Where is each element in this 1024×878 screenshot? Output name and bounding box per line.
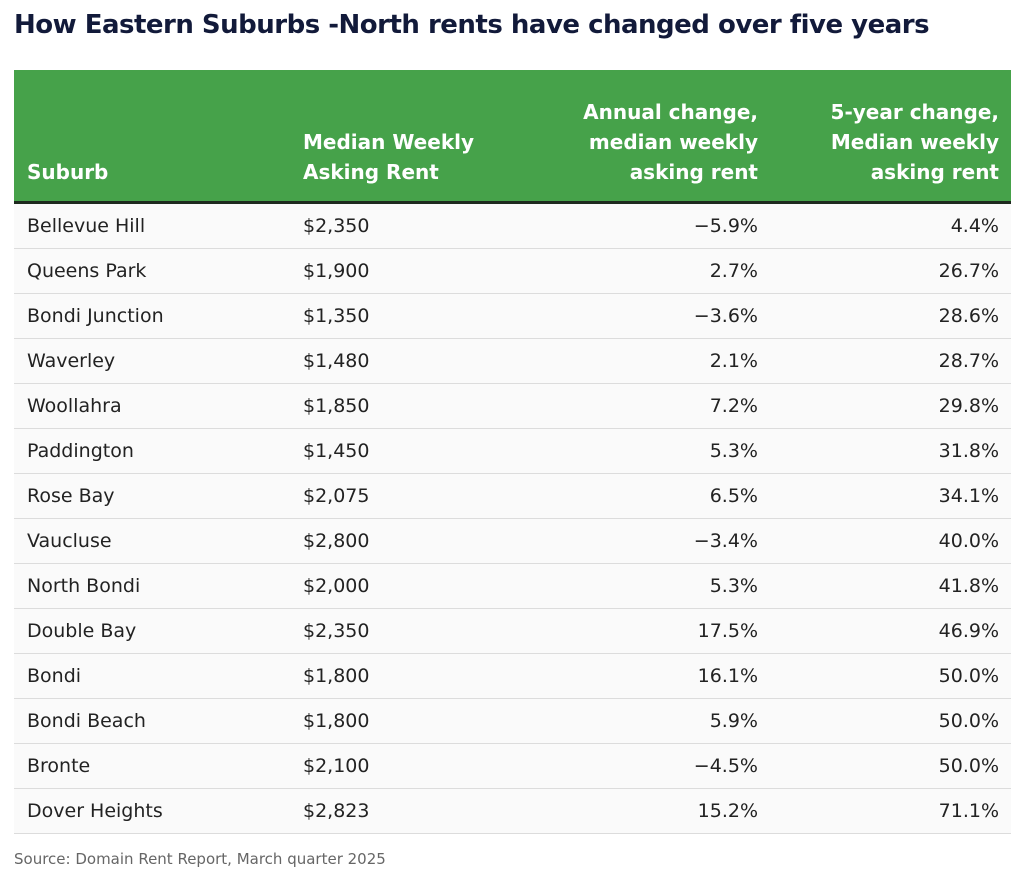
table-cell: $2,800 bbox=[290, 518, 550, 564]
table-cell: 15.2% bbox=[550, 788, 770, 834]
table-cell: Vaucluse bbox=[14, 518, 290, 564]
table-cell: Rose Bay bbox=[14, 473, 290, 519]
table-cell: $1,800 bbox=[290, 653, 550, 699]
table-cell: Queens Park bbox=[14, 248, 290, 294]
table-cell: Bellevue Hill bbox=[14, 202, 290, 249]
header-line: median weekly bbox=[588, 130, 758, 154]
table-row: Woollahra $1,850 7.2% 29.8% bbox=[14, 383, 1011, 429]
table-cell: 26.7% bbox=[770, 248, 1011, 294]
table-cell: $2,350 bbox=[290, 202, 550, 249]
table-cell: Dover Heights bbox=[14, 788, 290, 834]
table-cell: $1,850 bbox=[290, 383, 550, 429]
header-line: asking rent bbox=[870, 160, 999, 184]
table-row: Bondi Beach $1,800 5.9% 50.0% bbox=[14, 698, 1011, 744]
table-cell: $1,450 bbox=[290, 428, 550, 474]
table-row: Double Bay $2,350 17.5% 46.9% bbox=[14, 608, 1011, 654]
table-cell: 5.3% bbox=[550, 428, 770, 474]
table-row: Waverley $1,480 2.1% 28.7% bbox=[14, 338, 1011, 384]
table-cell: 29.8% bbox=[770, 383, 1011, 429]
header-line: asking rent bbox=[629, 160, 758, 184]
table-row: Bellevue Hill $2,350 −5.9% 4.4% bbox=[14, 202, 1011, 249]
table-cell: 6.5% bbox=[550, 473, 770, 519]
table-cell: Bondi Junction bbox=[14, 293, 290, 339]
header-line: 5-year change, bbox=[830, 100, 999, 124]
table-cell: 50.0% bbox=[770, 743, 1011, 789]
table-row: Bondi $1,800 16.1% 50.0% bbox=[14, 653, 1011, 699]
table-row: Bronte $2,100 −4.5% 50.0% bbox=[14, 743, 1011, 789]
header-line: Median weekly bbox=[830, 130, 999, 154]
table-cell: Woollahra bbox=[14, 383, 290, 429]
table-cell: 16.1% bbox=[550, 653, 770, 699]
column-header: Median Weekly Asking Rent bbox=[290, 70, 550, 204]
header-line: Suburb bbox=[27, 160, 109, 184]
column-header: Suburb bbox=[14, 70, 290, 204]
table-cell: $2,350 bbox=[290, 608, 550, 654]
table-cell: 4.4% bbox=[770, 202, 1011, 249]
table-cell: −3.6% bbox=[550, 293, 770, 339]
header-line: Median Weekly bbox=[303, 130, 475, 154]
table-cell: −4.5% bbox=[550, 743, 770, 789]
table-cell: $1,800 bbox=[290, 698, 550, 744]
table-cell: $2,000 bbox=[290, 563, 550, 609]
table-cell: 71.1% bbox=[770, 788, 1011, 834]
column-header: Annual change, median weekly asking rent bbox=[550, 70, 770, 204]
table-row: Bondi Junction $1,350 −3.6% 28.6% bbox=[14, 293, 1011, 339]
table-cell: 5.3% bbox=[550, 563, 770, 609]
table-cell: 31.8% bbox=[770, 428, 1011, 474]
table-cell: North Bondi bbox=[14, 563, 290, 609]
table-cell: 7.2% bbox=[550, 383, 770, 429]
table-cell: 17.5% bbox=[550, 608, 770, 654]
table-row: Queens Park $1,900 2.7% 26.7% bbox=[14, 248, 1011, 294]
table-cell: 46.9% bbox=[770, 608, 1011, 654]
table-cell: Double Bay bbox=[14, 608, 290, 654]
table-cell: 41.8% bbox=[770, 563, 1011, 609]
table-cell: 2.7% bbox=[550, 248, 770, 294]
table-cell: 28.6% bbox=[770, 293, 1011, 339]
table-cell: $2,075 bbox=[290, 473, 550, 519]
table-cell: 34.1% bbox=[770, 473, 1011, 519]
title: How Eastern Suburbs -North rents have ch… bbox=[14, 10, 930, 40]
table-cell: −3.4% bbox=[550, 518, 770, 564]
table-cell: $2,100 bbox=[290, 743, 550, 789]
table-cell: 28.7% bbox=[770, 338, 1011, 384]
table-body: Bellevue Hill $2,350 −5.9% 4.4% Queens Park $… bbox=[14, 202, 1011, 834]
column-header: 5-year change, Median weekly asking rent bbox=[770, 70, 1011, 204]
table-row: Vaucluse $2,800 −3.4% 40.0% bbox=[14, 518, 1011, 564]
table-cell: Bronte bbox=[14, 743, 290, 789]
table-cell: 2.1% bbox=[550, 338, 770, 384]
table-row: Rose Bay $2,075 6.5% 34.1% bbox=[14, 473, 1011, 519]
source: Source: Domain Rent Report, March quarte… bbox=[14, 850, 386, 868]
table-row: Paddington $1,450 5.3% 31.8% bbox=[14, 428, 1011, 474]
table-cell: $1,900 bbox=[290, 248, 550, 294]
table-cell: Paddington bbox=[14, 428, 290, 474]
table-cell: Bondi Beach bbox=[14, 698, 290, 744]
table-cell: $1,480 bbox=[290, 338, 550, 384]
table-cell: 50.0% bbox=[770, 698, 1011, 744]
header-line: Annual change, bbox=[583, 100, 758, 124]
table-cell: 50.0% bbox=[770, 653, 1011, 699]
table-cell: Bondi bbox=[14, 653, 290, 699]
table-cell: $2,823 bbox=[290, 788, 550, 834]
table-cell: 5.9% bbox=[550, 698, 770, 744]
rent-table: Suburb Median Weekly Asking Rent Annual cha… bbox=[14, 70, 1011, 834]
header-line: Asking Rent bbox=[303, 160, 439, 184]
table-row: Dover Heights $2,823 15.2% 71.1% bbox=[14, 788, 1011, 834]
table-cell: Waverley bbox=[14, 338, 290, 384]
table-cell: −5.9% bbox=[550, 202, 770, 249]
table-row: North Bondi $2,000 5.3% 41.8% bbox=[14, 563, 1011, 609]
table-cell: 40.0% bbox=[770, 518, 1011, 564]
header-row: Suburb Median Weekly Asking Rent Annual cha… bbox=[14, 70, 1011, 204]
table-cell: $1,350 bbox=[290, 293, 550, 339]
